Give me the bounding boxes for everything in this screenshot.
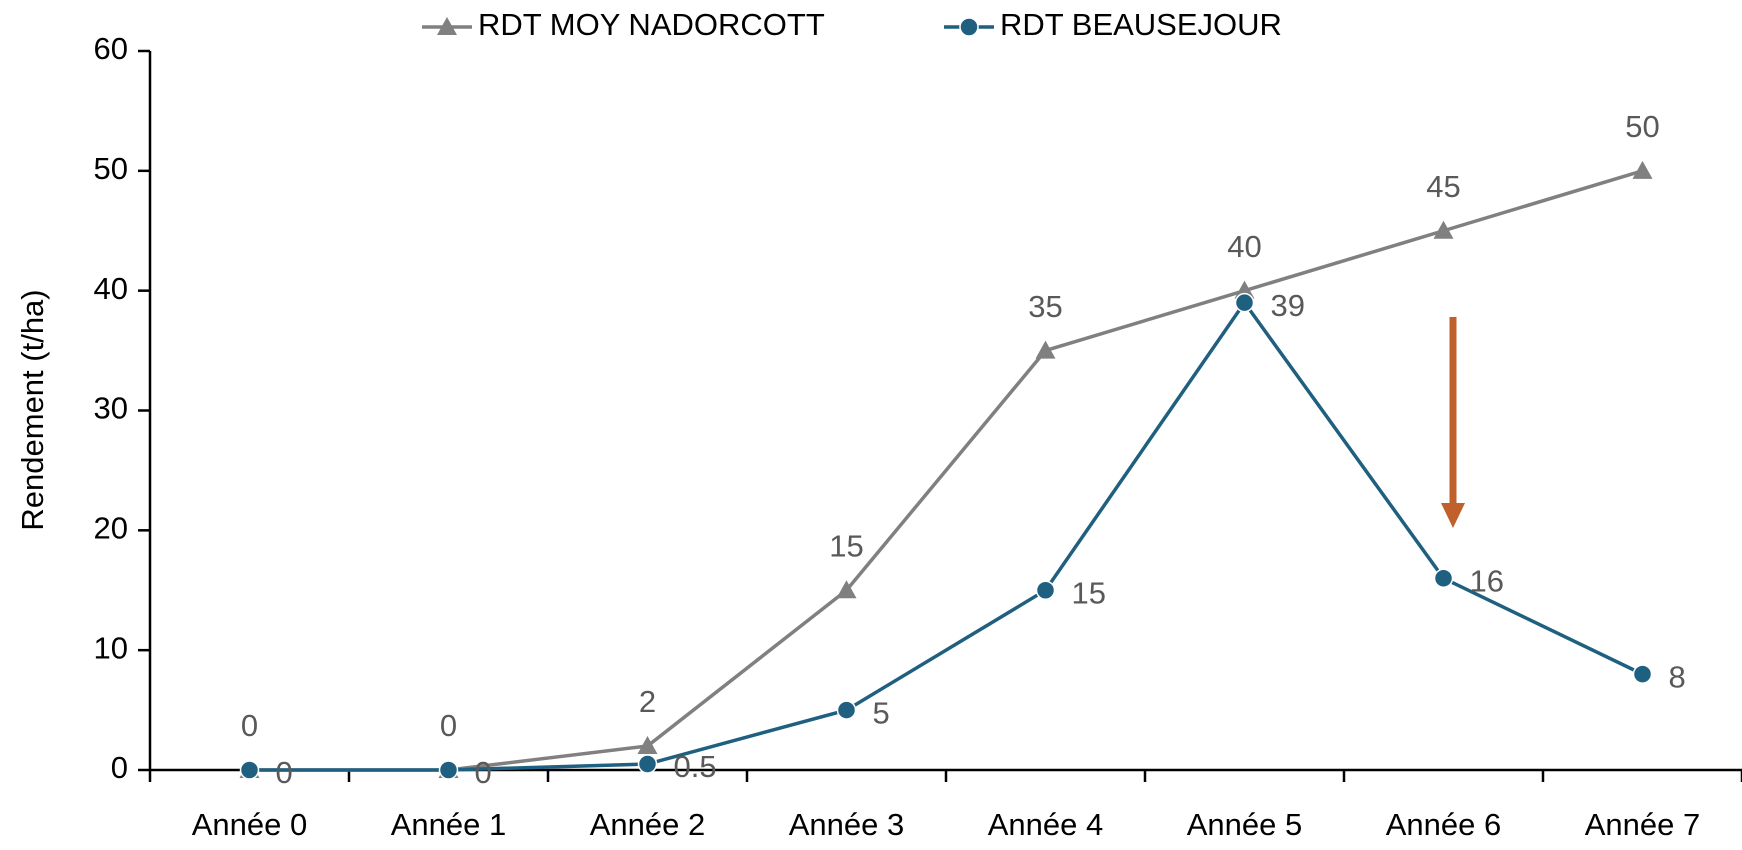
x-tick-label: Année 7 — [1585, 807, 1701, 842]
data-label: 0 — [276, 755, 293, 790]
data-label: 39 — [1271, 288, 1305, 323]
marker — [637, 754, 658, 774]
data-label: 0.5 — [674, 749, 717, 784]
marker — [836, 580, 857, 599]
data-label: 50 — [1625, 109, 1659, 144]
marker — [1035, 340, 1056, 359]
data-label: 15 — [829, 528, 863, 563]
x-tick-label: Année 1 — [391, 807, 507, 842]
x-tick-label: Année 6 — [1386, 807, 1502, 842]
data-label: 45 — [1426, 169, 1460, 204]
marker — [1433, 568, 1454, 589]
annotation-arrow — [1441, 317, 1465, 528]
y-tick-label: 50 — [94, 151, 128, 186]
marker — [438, 760, 459, 780]
y-tick-label: 30 — [94, 391, 128, 426]
marker — [1632, 160, 1653, 179]
data-label: 40 — [1227, 229, 1261, 264]
marker — [836, 700, 857, 720]
data-label: 15 — [1072, 575, 1106, 610]
data-label: 0 — [475, 755, 492, 790]
data-label: 8 — [1669, 659, 1686, 694]
legend-marker — [959, 17, 979, 37]
marker — [1234, 280, 1255, 299]
legend-marker — [437, 17, 457, 35]
marker — [239, 760, 260, 780]
x-tick-label: Année 3 — [789, 807, 905, 842]
data-label: 2 — [639, 684, 656, 719]
x-tick-label: Année 0 — [192, 807, 308, 842]
marker — [637, 736, 658, 755]
y-tick-label: 0 — [111, 750, 128, 785]
series-line — [249, 299, 1644, 772]
marker — [1433, 220, 1454, 239]
legend-label: RDT BEAUSEJOUR — [1000, 7, 1282, 42]
data-label: 5 — [873, 695, 890, 730]
x-tick-label: Année 4 — [988, 807, 1104, 842]
marker — [1234, 292, 1255, 313]
series-line — [249, 169, 1644, 772]
marker — [1035, 580, 1056, 600]
y-tick-label: 40 — [94, 271, 128, 306]
x-tick-label: Année 5 — [1187, 807, 1303, 842]
data-label: 0 — [241, 708, 258, 743]
y-tick-label: 10 — [94, 630, 128, 665]
x-tick-label: Année 2 — [590, 807, 706, 842]
marker — [1632, 664, 1653, 684]
data-label: 35 — [1028, 289, 1062, 324]
legend-label: RDT MOY NADORCOTT — [478, 7, 825, 42]
y-axis-label: Rendement (t/ha) — [15, 289, 50, 530]
data-label: 16 — [1470, 563, 1504, 598]
y-tick-label: 60 — [94, 31, 128, 66]
y-tick-label: 20 — [94, 511, 128, 546]
data-label: 0 — [440, 708, 457, 743]
